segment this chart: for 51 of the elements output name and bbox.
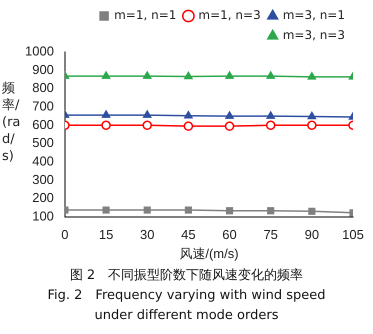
caption: 图 2 不同振型阶数下随风速变化的频率 — [68, 267, 304, 285]
y-tick-label: 500 — [32, 135, 54, 150]
legend-label: m=1, n=3 — [198, 8, 261, 22]
point — [308, 208, 316, 215]
point — [184, 110, 193, 118]
x-tick-label: 45 — [181, 227, 196, 242]
x-axis-title: 风速/(m/s) — [179, 246, 239, 261]
point — [144, 206, 151, 214]
point — [226, 207, 234, 214]
y-tick-label: 200 — [32, 190, 54, 206]
legend-label: m=3, n=1 — [282, 8, 346, 22]
point — [143, 110, 152, 118]
point — [102, 71, 110, 79]
y-tick-label: 800 — [32, 80, 54, 96]
x-tick-label: 30 — [140, 227, 154, 242]
legend-label: m=1, n=1 — [114, 8, 176, 22]
point — [225, 71, 234, 79]
x-tick-label: 75 — [263, 227, 278, 242]
x-tick-label: 90 — [304, 227, 320, 242]
point — [266, 111, 275, 119]
y-axis-title: 频率/(rad/s) — [2, 80, 22, 165]
point — [308, 112, 316, 120]
point — [102, 110, 110, 118]
x-tick-label: 60 — [222, 227, 237, 242]
caption: Fig. 2 Frequency varying with wind speed — [46, 287, 326, 305]
x-tick-label: 15 — [98, 227, 114, 242]
y-tick-label: 1000 — [25, 44, 54, 59]
point — [224, 121, 234, 131]
point — [143, 71, 152, 79]
y-tick-label: 400 — [32, 153, 54, 168]
point — [308, 72, 316, 80]
point — [101, 120, 111, 130]
point — [225, 111, 234, 119]
legend-label: m=3, n=3 — [282, 28, 346, 42]
y-tick-label: 300 — [32, 172, 54, 187]
y-tick-label: 600 — [32, 116, 54, 132]
x-tick-label: 0 — [61, 227, 69, 242]
point — [307, 120, 317, 130]
point — [266, 120, 276, 130]
y-tick-label: 700 — [32, 98, 54, 114]
point — [266, 71, 275, 79]
x-tick-label: 105 — [342, 227, 364, 242]
point — [184, 206, 192, 214]
point — [184, 121, 194, 131]
point — [267, 207, 274, 214]
point — [184, 72, 193, 80]
y-tick-label: 900 — [32, 62, 54, 77]
point — [142, 120, 152, 130]
text: under different mode orders — [94, 307, 280, 325]
y-tick-label: 100 — [32, 208, 54, 224]
point — [102, 206, 110, 214]
